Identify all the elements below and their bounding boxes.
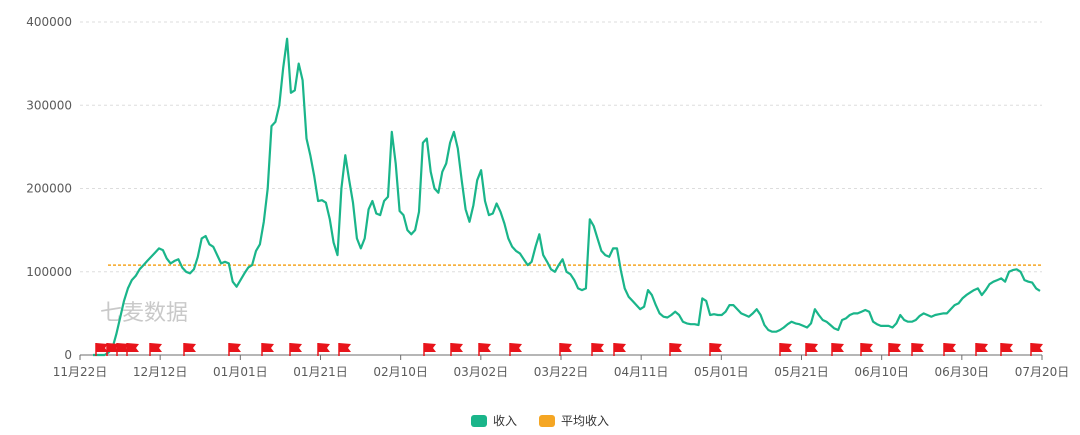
- flag-icon: [96, 343, 108, 352]
- flag-marker: [423, 343, 436, 356]
- revenue-line-chart: 0 100000 200000 300000 400000 11月22日 12月12日 01…: [26, 15, 1070, 379]
- chart-legend: 收入 平均收入: [0, 412, 1080, 429]
- flag-icon: [107, 343, 119, 352]
- flag-icon: [424, 343, 436, 352]
- flag-icon: [479, 343, 491, 352]
- flag-icon: [1031, 343, 1043, 352]
- flag-icon: [229, 343, 241, 352]
- revenue-line: [93, 37, 1041, 357]
- flag-marker: [669, 343, 682, 356]
- x-tick-label: 05月01日: [694, 365, 749, 379]
- x-tick-label: 06月10日: [854, 365, 909, 379]
- x-axis: 11月22日 12月12日 01月01日 01月21日 02月10日 03月02日 03月2…: [53, 354, 1070, 379]
- x-tick-label: 03月22日: [534, 365, 589, 379]
- flag-marker: [116, 343, 129, 356]
- watermark: 七麦数据: [100, 301, 188, 326]
- flag-icon: [560, 343, 572, 352]
- x-tick-label: 02月10日: [373, 365, 428, 379]
- flag-icon: [127, 343, 139, 352]
- flag-marker: [805, 343, 818, 356]
- flag-marker: [261, 343, 274, 356]
- y-tick-label: 0: [64, 348, 72, 362]
- y-tick-label: 100000: [26, 265, 72, 279]
- flag-marker: [106, 343, 119, 356]
- flag-marker: [888, 343, 901, 356]
- flag-icon: [806, 343, 818, 352]
- revenue-series: [93, 37, 1041, 357]
- y-tick-label: 200000: [26, 182, 72, 196]
- legend-item-average[interactable]: 平均收入: [539, 412, 609, 429]
- x-tick-label: 04月11日: [614, 365, 669, 379]
- x-tick-label: 12月12日: [133, 365, 188, 379]
- x-tick-label: 11月22日: [53, 365, 108, 379]
- flag-icon: [861, 343, 873, 352]
- flag-icon: [262, 343, 274, 352]
- flag-icon: [290, 343, 302, 352]
- flag-icon: [150, 343, 162, 352]
- legend-swatch-revenue: [470, 414, 487, 427]
- flag-marker: [779, 343, 792, 356]
- flag-icon: [976, 343, 988, 352]
- flag-icon: [339, 343, 351, 352]
- flag-marker: [860, 343, 873, 356]
- legend-label-revenue: 收入: [492, 414, 517, 428]
- flag-marker: [289, 343, 302, 356]
- y-tick-label: 400000: [26, 15, 72, 29]
- flag-icon: [832, 343, 844, 352]
- flag-icon: [912, 343, 924, 352]
- flag-marker: [126, 343, 139, 356]
- flag-marker: [228, 343, 241, 356]
- flag-marker: [450, 343, 463, 356]
- flag-icon: [944, 343, 956, 352]
- flag-icon: [318, 343, 330, 352]
- flag-marker: [943, 343, 956, 356]
- flag-marker: [509, 343, 522, 356]
- x-tick-label: 07月20日: [1015, 365, 1070, 379]
- legend-label-average: 平均收入: [561, 414, 610, 428]
- legend-swatch-average: [539, 414, 555, 427]
- grid-lines: [80, 21, 1042, 273]
- flag-marker: [709, 343, 722, 356]
- legend-item-revenue[interactable]: 收入: [470, 412, 517, 429]
- flag-icon: [510, 343, 522, 352]
- x-tick-label: 06月30日: [935, 365, 990, 379]
- flag-icon: [780, 343, 792, 352]
- flag-marker: [831, 343, 844, 356]
- x-tick-label: 05月21日: [774, 365, 829, 379]
- flag-icon: [670, 343, 682, 352]
- flag-marker: [95, 343, 108, 356]
- x-tick-label: 03月02日: [454, 365, 509, 379]
- flag-icon: [592, 343, 604, 352]
- flag-icon: [117, 343, 129, 352]
- flag-marker: [338, 343, 351, 356]
- flag-icon: [184, 343, 196, 352]
- y-tick-label: 300000: [26, 98, 72, 112]
- flag-marker: [559, 343, 572, 356]
- flag-icon: [451, 343, 463, 352]
- flag-marker: [478, 343, 491, 356]
- flag-icon: [1001, 343, 1013, 352]
- event-flags: [95, 343, 1043, 356]
- flag-marker: [1000, 343, 1013, 356]
- flag-marker: [317, 343, 330, 356]
- flag-marker: [591, 343, 604, 356]
- flag-icon: [889, 343, 901, 352]
- x-tick-label: 01月01日: [213, 365, 268, 379]
- flag-icon: [710, 343, 722, 352]
- flag-marker: [613, 343, 626, 356]
- flag-marker: [1030, 343, 1043, 356]
- flag-marker: [911, 343, 924, 356]
- flag-marker: [183, 343, 196, 356]
- flag-marker: [149, 343, 162, 356]
- flag-icon: [614, 343, 626, 352]
- x-tick-label: 01月21日: [293, 365, 348, 379]
- y-axis-ticks: 0 100000 200000 300000 400000: [26, 15, 72, 362]
- flag-marker: [975, 343, 988, 356]
